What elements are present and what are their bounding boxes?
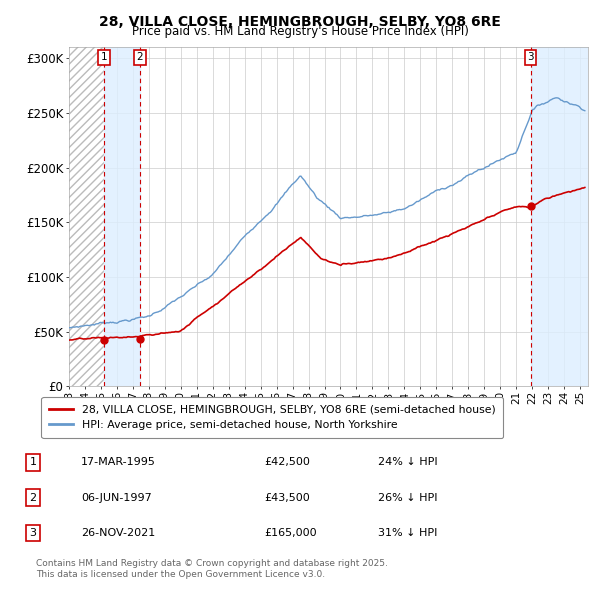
Text: Contains HM Land Registry data © Crown copyright and database right 2025.
This d: Contains HM Land Registry data © Crown c… bbox=[36, 559, 388, 579]
Text: 2: 2 bbox=[29, 493, 37, 503]
Text: £165,000: £165,000 bbox=[264, 528, 317, 538]
Text: £43,500: £43,500 bbox=[264, 493, 310, 503]
Bar bbox=[69, 47, 104, 386]
Text: 17-MAR-1995: 17-MAR-1995 bbox=[81, 457, 156, 467]
Legend: 28, VILLA CLOSE, HEMINGBROUGH, SELBY, YO8 6RE (semi-detached house), HPI: Averag: 28, VILLA CLOSE, HEMINGBROUGH, SELBY, YO… bbox=[41, 397, 503, 438]
Text: Price paid vs. HM Land Registry's House Price Index (HPI): Price paid vs. HM Land Registry's House … bbox=[131, 25, 469, 38]
Text: 3: 3 bbox=[29, 528, 37, 538]
Text: 1: 1 bbox=[29, 457, 37, 467]
Text: 24% ↓ HPI: 24% ↓ HPI bbox=[378, 457, 437, 467]
Bar bbox=[530, 47, 588, 386]
Text: 1: 1 bbox=[101, 53, 107, 63]
Bar bbox=[69, 47, 104, 386]
Text: 26% ↓ HPI: 26% ↓ HPI bbox=[378, 493, 437, 503]
Text: 06-JUN-1997: 06-JUN-1997 bbox=[81, 493, 152, 503]
Text: 3: 3 bbox=[527, 53, 534, 63]
Bar bbox=[104, 47, 140, 386]
Text: 26-NOV-2021: 26-NOV-2021 bbox=[81, 528, 155, 538]
Text: 28, VILLA CLOSE, HEMINGBROUGH, SELBY, YO8 6RE: 28, VILLA CLOSE, HEMINGBROUGH, SELBY, YO… bbox=[99, 15, 501, 29]
Text: 2: 2 bbox=[136, 53, 143, 63]
Text: 31% ↓ HPI: 31% ↓ HPI bbox=[378, 528, 437, 538]
Text: £42,500: £42,500 bbox=[264, 457, 310, 467]
